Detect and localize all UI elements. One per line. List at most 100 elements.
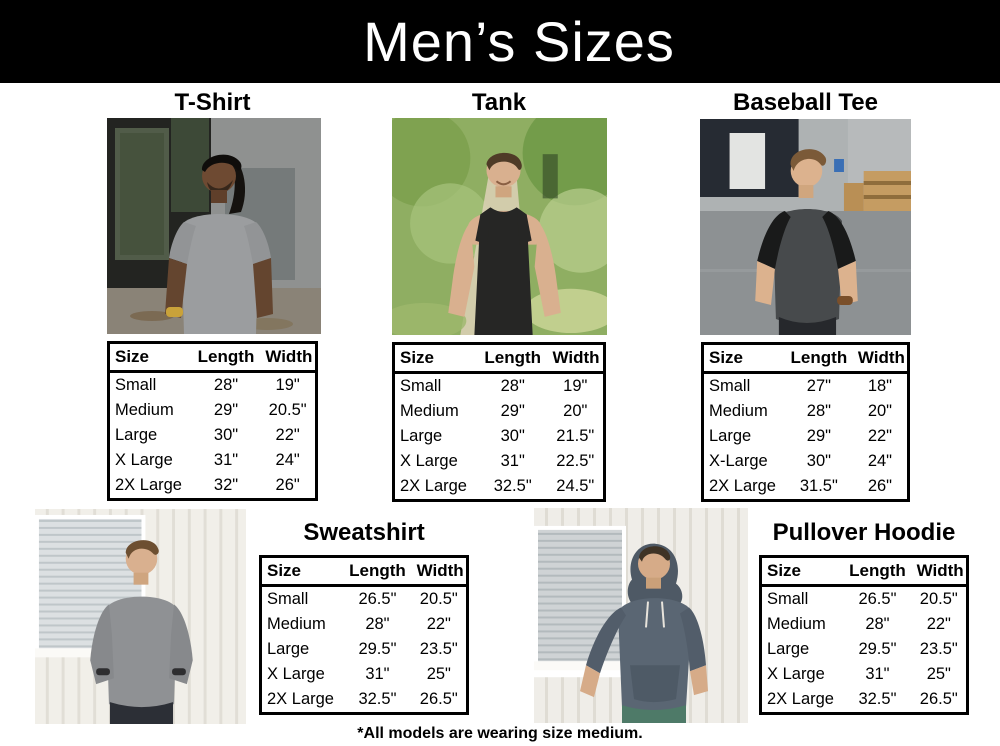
size-row: Medium 29" 20": [394, 399, 605, 424]
baseball-tee-photo-illustration: [700, 119, 911, 335]
width-cell: 20.5": [919, 590, 958, 608]
length-cell: 32": [213, 476, 239, 494]
baseball-tee-photo: [700, 119, 911, 335]
baseball-tee-size-table: Size Length Width Small 27" 18" Medium 28" 20…: [701, 342, 910, 502]
size-cell: Small: [767, 590, 809, 608]
width-cell: 21.5": [556, 427, 595, 445]
width-cell: 25": [426, 665, 451, 683]
size-cell: X Large: [267, 665, 325, 683]
sweatshirt-size-table: Size Length Width Small 26.5" 20.5" Medium 2…: [259, 555, 469, 715]
size-cell: Small: [400, 377, 442, 395]
size-row: Large 29.5" 23.5": [761, 637, 968, 662]
product-title-pullover-hoodie: Pullover Hoodie: [772, 519, 956, 546]
size-cell: X Large: [767, 665, 825, 683]
width-cell: 20": [563, 402, 588, 420]
col-header-width: Width: [852, 343, 909, 374]
col-header-width: Width: [411, 556, 468, 587]
length-cell: 29.5": [858, 640, 897, 658]
size-row: Large 30" 22": [109, 423, 317, 448]
model-tshirt: [165, 154, 273, 334]
size-row: Medium 28" 20": [703, 399, 909, 424]
size-cell: X-Large: [709, 452, 768, 470]
tshirt-photo: [107, 118, 321, 334]
col-header-size: Size: [260, 556, 344, 587]
model-baseball-tee: [755, 149, 858, 335]
width-cell: 22": [426, 615, 451, 633]
width-cell: 22": [926, 615, 951, 633]
table-header-row: Size Length Width: [108, 342, 317, 373]
size-row: Small 26.5" 20.5": [261, 586, 468, 613]
size-row: 2X Large 32.5" 26.5": [261, 687, 468, 714]
size-row: Medium 28" 22": [261, 612, 468, 637]
tank-photo: [392, 118, 607, 335]
product-title-baseball-tee: Baseball Tee: [733, 89, 878, 116]
size-cell: 2X Large: [267, 690, 334, 708]
pullover-hoodie-photo-illustration: [534, 508, 748, 723]
size-row: X Large 31" 25": [261, 662, 468, 687]
col-header-size: Size: [393, 343, 478, 374]
size-row: Large 29.5" 23.5": [261, 637, 468, 662]
page-title: Men’s Sizes: [363, 10, 675, 73]
size-row: 2X Large 32" 26": [109, 473, 317, 500]
size-row: X Large 31" 24": [109, 448, 317, 473]
width-cell: 26": [275, 476, 300, 494]
size-cell: X Large: [115, 451, 173, 469]
length-cell: 29": [806, 427, 831, 445]
size-row: X-Large 30" 24": [703, 449, 909, 474]
length-cell: 31.5": [799, 477, 838, 495]
size-cell: Medium: [115, 401, 174, 419]
model-sweatshirt: [90, 540, 193, 724]
model-pullover-hoodie: [580, 543, 708, 723]
length-cell: 32.5": [493, 477, 532, 495]
size-cell: 2X Large: [709, 477, 776, 495]
size-cell: Large: [400, 427, 443, 445]
col-header-length: Length: [477, 343, 548, 374]
size-row: 2X Large 31.5" 26": [703, 474, 909, 501]
width-cell: 18": [867, 377, 893, 395]
tank-size-table: Size Length Width Small 28" 19" Medium 29" 20…: [392, 342, 606, 502]
width-cell: 20.5": [419, 590, 458, 608]
size-row: Medium 28" 22": [761, 612, 968, 637]
length-cell: 28": [365, 615, 390, 633]
col-header-width: Width: [260, 342, 317, 373]
length-cell: 30": [806, 452, 831, 470]
size-row: Small 28" 19": [109, 372, 317, 399]
width-cell: 26": [867, 477, 893, 495]
col-header-length: Length: [843, 556, 912, 587]
pullover-hoodie-size-table: Size Length Width Small 26.5" 20.5" Medium 2…: [759, 555, 969, 715]
length-cell: 26.5": [858, 590, 897, 608]
width-cell: 26.5": [419, 690, 458, 708]
size-cell: 2X Large: [400, 477, 467, 495]
size-cell: Large: [267, 640, 310, 658]
col-header-size: Size: [702, 343, 785, 374]
size-row: Large 30" 21.5": [394, 424, 605, 449]
size-cell: 2X Large: [767, 690, 834, 708]
width-cell: 22": [275, 426, 300, 444]
col-header-length: Length: [784, 343, 853, 374]
footnote: *All models are wearing size medium.: [357, 725, 643, 742]
length-cell: 29": [213, 401, 239, 419]
width-cell: 19": [563, 377, 588, 395]
length-cell: 30": [213, 426, 239, 444]
tank-photo-illustration: [392, 118, 607, 335]
banner: Men’s Sizes: [0, 0, 1000, 83]
size-row: X Large 31" 25": [761, 662, 968, 687]
col-header-width: Width: [547, 343, 605, 374]
pullover-hoodie-photo: [534, 508, 748, 723]
size-cell: Large: [767, 640, 810, 658]
length-cell: 26.5": [358, 590, 397, 608]
length-cell: 27": [806, 377, 831, 395]
length-cell: 28": [500, 377, 525, 395]
length-cell: 30": [500, 427, 525, 445]
size-cell: Small: [267, 590, 309, 608]
model-tank: [448, 152, 561, 335]
size-row: 2X Large 32.5" 26.5": [761, 687, 968, 714]
col-header-size: Size: [760, 556, 844, 587]
width-cell: 23.5": [419, 640, 458, 658]
sweatshirt-photo-illustration: [35, 509, 246, 724]
sweatshirt-photo: [35, 509, 246, 724]
size-cell: Large: [709, 427, 752, 445]
col-header-width: Width: [911, 556, 968, 587]
length-cell: 31": [500, 452, 525, 470]
